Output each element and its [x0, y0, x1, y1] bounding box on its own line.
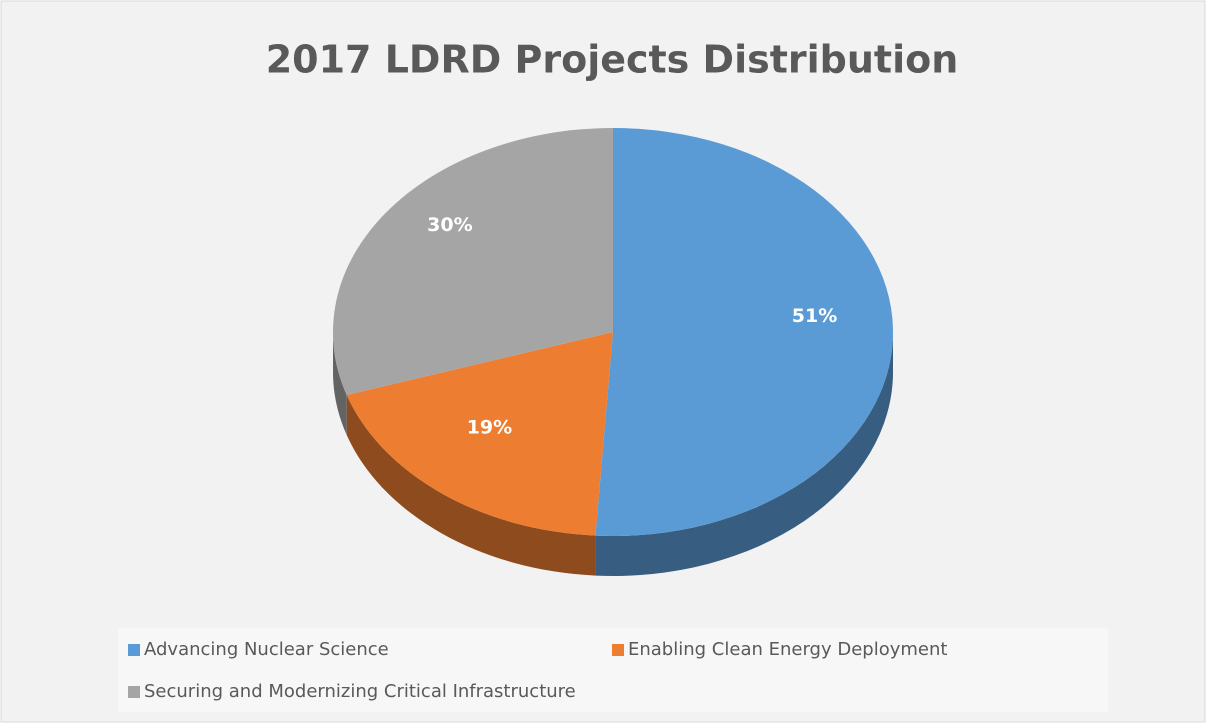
- slice-side: [595, 332, 893, 576]
- legend-label: Enabling Clean Energy Deployment: [628, 639, 947, 660]
- slice-side: [346, 395, 596, 576]
- legend-label: Advancing Nuclear Science: [144, 639, 389, 660]
- slice: [333, 128, 613, 396]
- data-label: 30%: [427, 214, 472, 236]
- legend-label: Securing and Modernizing Critical Infras…: [144, 681, 576, 702]
- data-label: 51%: [792, 305, 837, 327]
- slice: [595, 128, 893, 536]
- legend-swatch: [128, 686, 140, 698]
- legend-background: [118, 628, 1108, 712]
- chart-title: 2017 LDRD Projects Distribution: [266, 38, 959, 82]
- data-label: 19%: [467, 417, 512, 439]
- slice-side: [333, 332, 347, 436]
- slice: [346, 332, 613, 536]
- legend-swatch: [612, 644, 624, 656]
- legend-swatch: [128, 644, 140, 656]
